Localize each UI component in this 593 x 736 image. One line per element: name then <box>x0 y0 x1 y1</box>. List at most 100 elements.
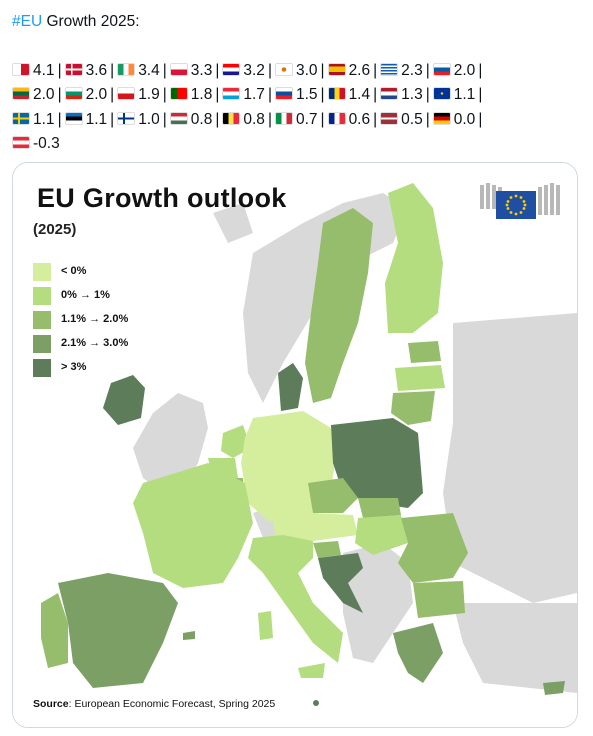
romania-flag <box>327 87 346 100</box>
growth-value: 2.0 <box>33 86 55 103</box>
growth-entry: 0.8 <box>169 110 213 128</box>
map-subtitle: (2025) <box>33 221 77 238</box>
slovakia <box>358 498 401 518</box>
legend-label: 0% → 1% <box>61 289 110 301</box>
cyprus <box>543 681 565 695</box>
legend-swatch <box>33 263 51 281</box>
growth-entry: 2.3 <box>380 62 423 79</box>
bulgaria-flag <box>64 87 83 100</box>
poland-flag <box>169 62 188 76</box>
latvia <box>395 365 445 391</box>
finland-flag <box>117 111 136 125</box>
eu-commission-logo <box>478 181 562 228</box>
separator: | <box>162 110 167 128</box>
belgium-flag <box>222 111 241 125</box>
growth-entry: 0.7 <box>274 110 318 128</box>
ireland-flag <box>117 62 136 76</box>
growth-value: 3.2 <box>243 61 265 79</box>
growth-entry: 1.8 <box>169 86 213 103</box>
growth-value: 0.7 <box>295 110 318 128</box>
growth-value: 1.1 <box>453 86 476 103</box>
slovenia-flag <box>432 62 451 76</box>
map-image-card[interactable]: EU Growth outlook (2025) < 0% 0% → 1% 1.1%… <box>12 162 578 728</box>
hungary <box>355 515 408 555</box>
map-source: Source: European Economic Forecast, Spri… <box>33 698 275 710</box>
separator: | <box>373 61 378 79</box>
italy <box>248 535 343 663</box>
finland <box>385 183 443 333</box>
czechia-flag <box>117 87 136 100</box>
poland <box>331 418 423 508</box>
separator: | <box>478 86 483 103</box>
separator: | <box>267 61 272 79</box>
sicily <box>298 663 325 678</box>
spain-flag <box>327 62 346 76</box>
growth-value: 1.8 <box>190 86 213 103</box>
growth-value: 3.3 <box>190 61 213 79</box>
ireland <box>103 375 145 425</box>
growth-entry: 0.6 <box>327 110 371 128</box>
legend-label: 2.1% → 3.0% <box>61 337 129 349</box>
separator: | <box>162 86 167 103</box>
lithuania <box>391 391 435 425</box>
growth-line: 4.1 | 3.6 | 3.4 | 3.3 | 3.2 | 3.0 | 2.6 | 2.3 | 2.0 | <box>12 59 584 84</box>
europe-map <box>13 163 577 727</box>
growth-entry: 1.1 <box>432 86 476 103</box>
growth-entry: 1.1 <box>12 111 55 128</box>
portugal-flag <box>169 87 188 100</box>
growth-entry: 3.3 <box>169 61 213 79</box>
separator: | <box>320 86 325 103</box>
malta-flag <box>12 62 30 76</box>
estonia-flag <box>64 111 83 125</box>
separator: | <box>57 110 62 128</box>
croatia-flag <box>222 62 241 76</box>
growth-value: 2.6 <box>348 61 371 79</box>
eu-flag <box>432 87 451 100</box>
growth-entry: 4.1 <box>12 62 55 79</box>
growth-value: 1.1 <box>33 110 55 128</box>
growth-line: 1.1 | 1.1 | 1.0 | 0.8 | 0.8 | 0.7 | 0.6 | 0.5 | 0.0 | <box>12 108 584 133</box>
separator: | <box>110 86 115 103</box>
growth-entry: 0.8 <box>222 111 265 128</box>
legend-label: < 0% <box>61 265 87 277</box>
growth-value: 1.4 <box>348 86 371 103</box>
estonia <box>408 341 441 363</box>
sardinia <box>258 611 273 640</box>
growth-value: 1.7 <box>243 86 265 103</box>
growth-value: 0.6 <box>348 110 371 128</box>
slovenia <box>313 541 341 558</box>
separator: | <box>267 86 272 103</box>
malta <box>313 700 319 706</box>
legend-swatch <box>33 287 51 305</box>
separator: | <box>478 61 483 79</box>
growth-entry: 0.0 <box>432 111 475 128</box>
sweden-flag <box>12 111 30 125</box>
hashtag-link[interactable]: #EU <box>12 13 43 30</box>
growth-entry: 2.0 <box>12 86 55 103</box>
growth-entry: 2.0 <box>432 61 476 79</box>
growth-entry: 1.7 <box>222 86 265 103</box>
growth-value: 2.0 <box>453 61 476 79</box>
growth-entry: 1.9 <box>117 86 160 103</box>
bulgaria <box>413 581 465 618</box>
growth-value: 2.3 <box>401 61 423 79</box>
growth-value: 0.8 <box>190 110 213 128</box>
separator: | <box>162 61 167 79</box>
growth-value: 1.9 <box>138 86 160 103</box>
separator: | <box>425 61 430 79</box>
growth-entry: 3.2 <box>222 62 265 79</box>
growth-entry: 1.1 <box>64 111 107 128</box>
separator: | <box>110 61 115 79</box>
growth-value: 3.0 <box>295 61 318 79</box>
denmark-flag <box>64 62 83 76</box>
romania <box>398 513 468 583</box>
italy-flag <box>274 111 293 125</box>
growth-entry: 1.3 <box>380 86 423 103</box>
portugal <box>41 593 68 668</box>
growth-value: 4.1 <box>33 61 55 79</box>
sweden <box>305 208 373 403</box>
separator: | <box>57 86 62 103</box>
separator: | <box>373 86 378 103</box>
austria <box>273 513 358 541</box>
